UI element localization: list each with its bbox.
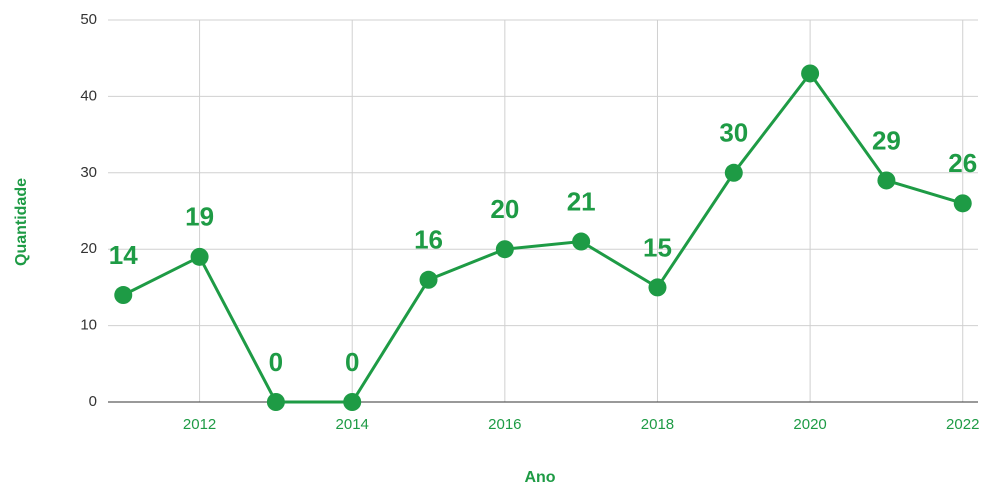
data-label: 0 [345,347,359,377]
data-point [572,232,591,251]
data-label: 0 [269,347,283,377]
y-tick-label: 10 [80,317,97,334]
x-axis-label: Ano [524,469,555,486]
y-tick-label: 30 [80,164,97,181]
x-tick-label: 2018 [641,416,674,433]
data-label: 21 [567,186,596,216]
data-point [114,286,133,305]
data-label: 14 [109,240,138,270]
data-point [724,163,743,182]
y-tick-label: 50 [80,11,97,28]
data-point [343,393,362,411]
y-axis-label: Quantidade [13,178,30,266]
data-point [648,278,667,297]
x-tick-label: 2012 [183,416,216,433]
y-tick-label: 0 [89,393,97,410]
x-tick-label: 2014 [336,416,369,433]
data-label: 26 [948,148,977,178]
data-point [801,64,820,83]
data-point [419,270,438,289]
y-tick-label: 40 [80,87,97,104]
data-point [877,171,896,190]
data-point [266,393,285,411]
data-label: 20 [490,194,519,224]
data-point [495,240,514,259]
y-tick-label: 20 [80,240,97,257]
x-tick-label: 2022 [946,416,979,433]
data-point [190,247,209,266]
data-label: 19 [185,202,214,232]
x-tick-label: 2020 [793,416,826,433]
data-label: 15 [643,232,672,262]
data-label: 30 [719,118,748,148]
data-label: 16 [414,225,443,255]
x-tick-label: 2016 [488,416,521,433]
data-label: 29 [872,125,901,155]
series-line [122,70,964,404]
data-point [953,194,972,213]
